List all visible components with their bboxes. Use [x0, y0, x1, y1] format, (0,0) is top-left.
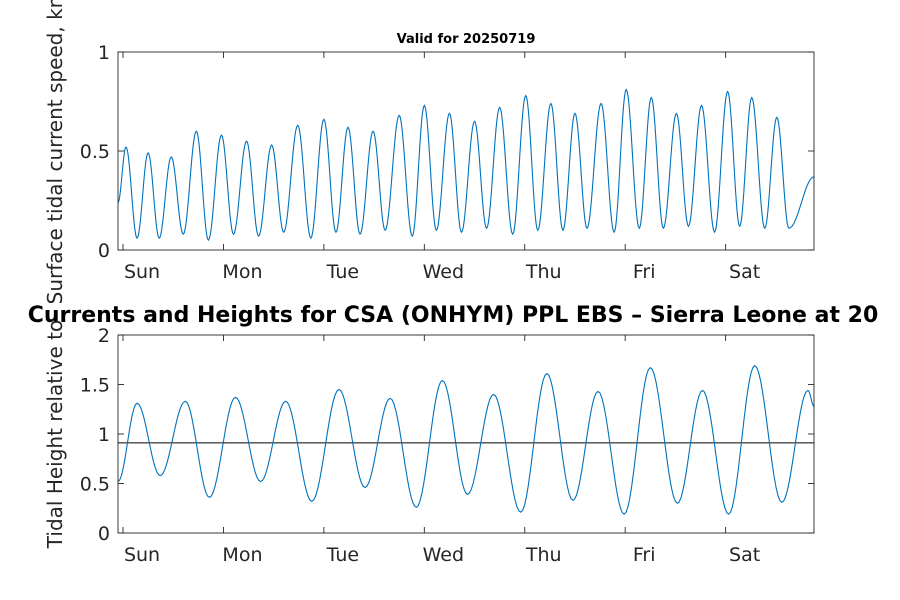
y-tick-label: 1.5: [80, 375, 110, 397]
y-tick-label: 1: [98, 424, 110, 446]
x-tick-label: Fri: [633, 544, 656, 566]
x-tick-label: Thu: [525, 261, 562, 283]
series-line: [117, 364, 815, 515]
tidal-height-chart: 0 0.5 1 1.5 2 Sun Mon Tue Wed Thu Fri Sat Currents a…: [28, 303, 879, 566]
x-tick-label: Mon: [222, 261, 262, 283]
y-tick-label: 0.5: [80, 141, 110, 163]
x-tick-label: Wed: [423, 261, 464, 283]
x-tick-label: Tue: [326, 261, 359, 283]
y-axis-label: Surface tidal current speed, kn: [43, 0, 67, 304]
plot-area: [118, 335, 814, 533]
plot-area: [118, 52, 814, 250]
y-tick-label: 0.5: [80, 474, 110, 496]
y-tick-label: 2: [98, 325, 110, 347]
tidal-current-speed-chart: 0 0.5 1 Sun Mon Tue Wed Thu Fri Sat Valid for 2025…: [43, 0, 815, 304]
y-axis-label: Tidal Height relative to: [43, 320, 67, 549]
x-tick-label: Sat: [729, 544, 760, 566]
chart-title: Valid for 20250719: [397, 32, 536, 47]
series-line: [117, 88, 815, 242]
x-tick-label: Sat: [729, 261, 760, 283]
y-tick-label: 0: [98, 240, 110, 262]
x-tick-label: Sun: [124, 261, 160, 283]
x-tick-label: Wed: [423, 544, 464, 566]
x-tick-label: Tue: [326, 544, 359, 566]
x-tick-label: Fri: [633, 261, 656, 283]
x-tick-label: Sun: [124, 544, 160, 566]
y-tick-label: 1: [98, 42, 110, 64]
x-tick-label: Mon: [222, 544, 262, 566]
chart-title: Currents and Heights for CSA (ONHYM) PPL…: [28, 303, 879, 328]
x-tick-label: Thu: [525, 544, 562, 566]
y-tick-label: 0: [98, 523, 110, 545]
